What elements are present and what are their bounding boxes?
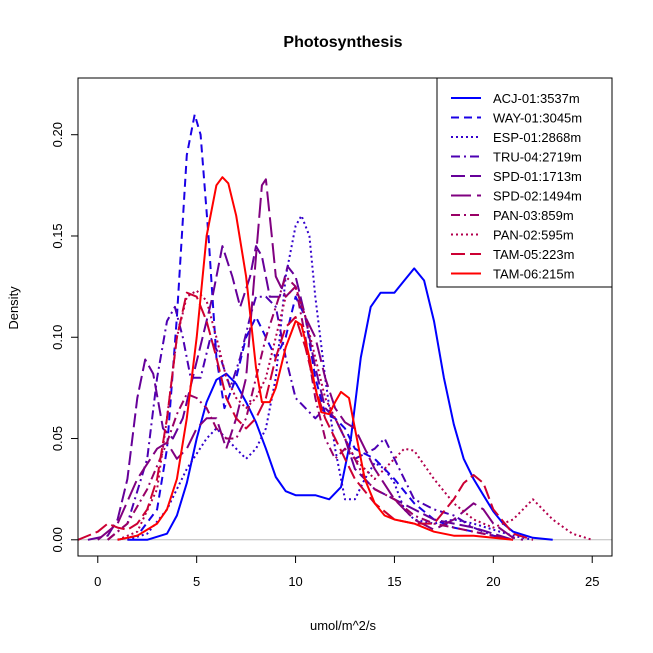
y-axis-label: Density <box>6 286 21 330</box>
chart-title: Photosynthesis <box>283 34 402 51</box>
x-tick-label: 5 <box>193 574 200 589</box>
legend-label-4: TRU-04:2719m <box>493 150 582 165</box>
y-tick-label: 0.05 <box>50 426 65 451</box>
x-tick-label: 20 <box>486 574 500 589</box>
x-tick-label: 0 <box>94 574 101 589</box>
legend-label-3: ESP-01:2868m <box>493 130 581 145</box>
x-axis-label: umol/m^2/s <box>310 618 377 633</box>
legend-label-2: WAY-01:3045m <box>493 111 582 126</box>
legend-label-5: SPD-01:1713m <box>493 169 582 184</box>
series-line-9 <box>78 291 534 541</box>
y-tick-label: 0.00 <box>50 527 65 552</box>
legend-label-7: PAN-03:859m <box>493 208 574 223</box>
x-tick-label: 10 <box>288 574 302 589</box>
legend: ACJ-01:3537m WAY-01:3045m ESP-01:2868m TRU-… <box>436 77 613 288</box>
x-tick-label: 25 <box>585 574 599 589</box>
plot-frame <box>77 77 613 557</box>
y-tick-label: 0.10 <box>50 325 65 350</box>
y-tick-label: 0.20 <box>50 122 65 147</box>
legend-label-10: TAM-06:215m <box>493 267 574 282</box>
legend-box <box>436 77 613 288</box>
series-line-4 <box>107 295 514 541</box>
series-lines <box>78 113 593 541</box>
x-tick-label: 15 <box>387 574 401 589</box>
axes: 0 5 10 15 20 25 0.00 0.05 0.10 0.15 0.20 <box>50 77 613 589</box>
series-line-2 <box>117 113 514 541</box>
legend-label-8: PAN-02:595m <box>493 228 574 243</box>
series-line-10 <box>117 176 514 541</box>
legend-label-9: TAM-05:223m <box>493 247 574 262</box>
series-line-3 <box>127 214 534 541</box>
y-tick-label: 0.15 <box>50 223 65 248</box>
series-line-6 <box>97 178 524 541</box>
legend-label-6: SPD-02:1494m <box>493 189 582 204</box>
legend-label-1: ACJ-01:3537m <box>493 91 580 106</box>
series-line-7 <box>107 275 514 541</box>
